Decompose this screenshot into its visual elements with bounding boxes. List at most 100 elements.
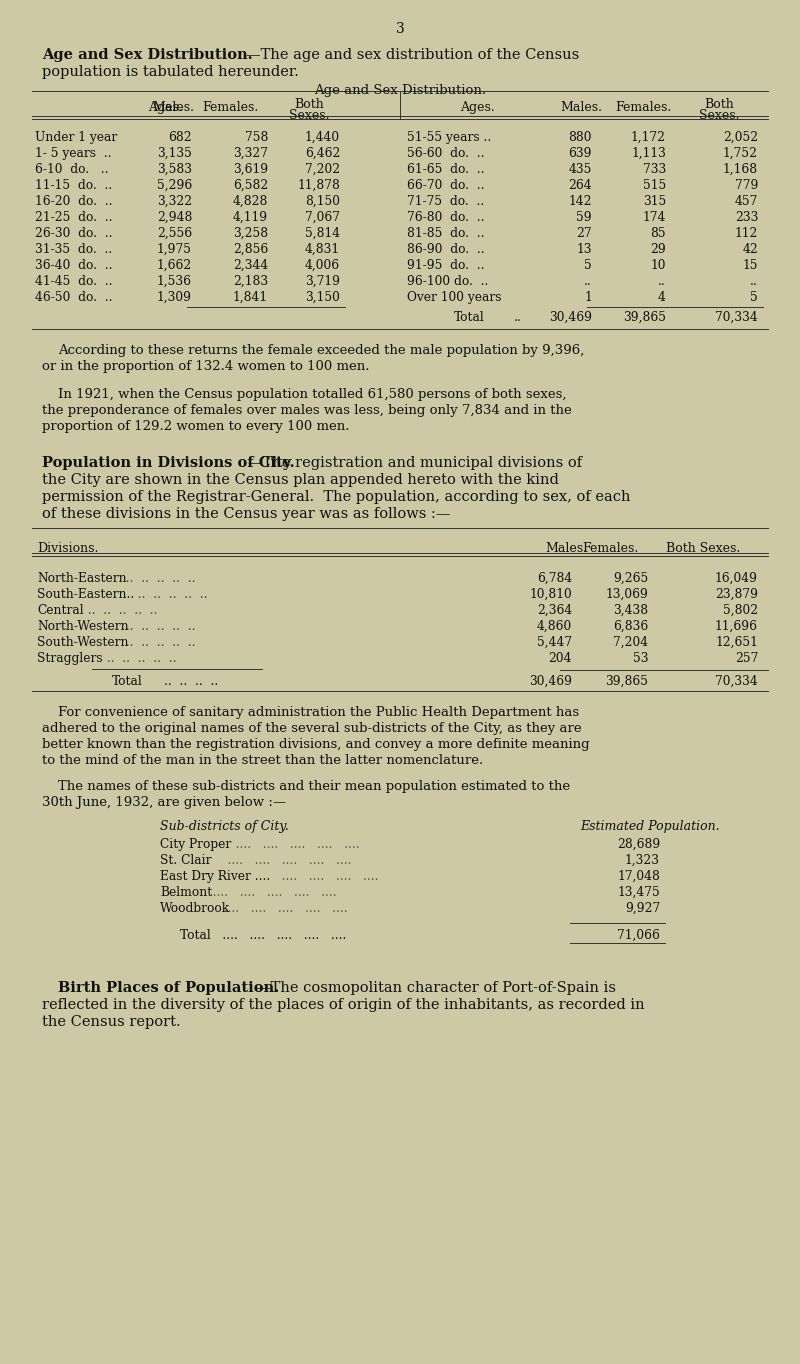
Text: 1,662: 1,662 [157,259,192,271]
Text: Stragglers: Stragglers [37,652,102,666]
Text: 36-40  do.  ..: 36-40 do. .. [35,259,113,271]
Text: the Census report.: the Census report. [42,1015,181,1028]
Text: ..: .. [584,276,592,288]
Text: Both Sexes.: Both Sexes. [666,542,740,555]
Text: 4: 4 [658,291,666,304]
Text: 11,878: 11,878 [297,179,340,192]
Text: City Proper: City Proper [160,837,231,851]
Text: 11-15  do.  ..: 11-15 do. .. [35,179,112,192]
Text: 2,364: 2,364 [537,604,572,617]
Text: 16,049: 16,049 [715,572,758,585]
Text: 3,258: 3,258 [233,226,268,240]
Text: 70,334: 70,334 [715,675,758,687]
Text: For convenience of sanitary administration the Public Health Department has: For convenience of sanitary administrati… [58,707,579,719]
Text: 3,619: 3,619 [233,164,268,176]
Text: 26-30  do.  ..: 26-30 do. .. [35,226,113,240]
Text: 1,975: 1,975 [157,243,192,256]
Text: —The cosmopolitan character of Port-of-Spain is: —The cosmopolitan character of Port-of-S… [256,981,616,994]
Text: 91-95  do.  ..: 91-95 do. .. [407,259,485,271]
Text: Males.: Males. [545,542,587,555]
Text: 9,265: 9,265 [613,572,648,585]
Text: 21-25  do.  ..: 21-25 do. .. [35,211,113,224]
Text: 4,860: 4,860 [537,621,572,633]
Text: Total: Total [112,675,142,687]
Text: Females.: Females. [582,542,638,555]
Text: 435: 435 [569,164,592,176]
Text: Central: Central [37,604,84,617]
Text: ..  ..  ..  ..  ..: .. .. .. .. .. [130,588,207,602]
Text: 7,202: 7,202 [305,164,340,176]
Text: Females.: Females. [615,101,671,115]
Text: 2,052: 2,052 [723,131,758,145]
Text: 5: 5 [584,259,592,271]
Text: 4,006: 4,006 [305,259,340,271]
Text: of these divisions in the Census year was as follows :—: of these divisions in the Census year wa… [42,507,450,521]
Text: ....   ....   ....   ....   ....: .... .... .... .... .... [212,854,352,868]
Text: 2,856: 2,856 [233,243,268,256]
Text: ....   ....   ....   ....   ....: .... .... .... .... .... [212,902,348,915]
Text: Males.: Males. [560,101,602,115]
Text: 515: 515 [642,179,666,192]
Text: 16-20  do.  ..: 16-20 do. .. [35,195,113,207]
Text: 2,183: 2,183 [233,276,268,288]
Text: 5,802: 5,802 [723,604,758,617]
Text: or in the proportion of 132.4 women to 100 men.: or in the proportion of 132.4 women to 1… [42,360,370,372]
Text: Birth Places of Population.: Birth Places of Population. [58,981,279,994]
Text: 30,469: 30,469 [529,675,572,687]
Text: Over 100 years: Over 100 years [407,291,502,304]
Text: ....   ....   ....   ....: .... .... .... .... [270,870,378,883]
Text: 1: 1 [584,291,592,304]
Text: 6-10  do.   ..: 6-10 do. .. [35,164,109,176]
Text: 27: 27 [576,226,592,240]
Text: 639: 639 [569,147,592,160]
Text: 96-100 do.  ..: 96-100 do. .. [407,276,488,288]
Text: 39,865: 39,865 [623,311,666,325]
Text: Woodbrook: Woodbrook [160,902,230,915]
Text: 11,696: 11,696 [715,621,758,633]
Text: ..  ..  ..  ..: .. .. .. .. [164,675,218,687]
Text: 85: 85 [650,226,666,240]
Text: 71,066: 71,066 [617,929,660,943]
Text: 5,814: 5,814 [305,226,340,240]
Text: 31-35  do.  ..: 31-35 do. .. [35,243,112,256]
Text: 2,344: 2,344 [233,259,268,271]
Text: 142: 142 [569,195,592,207]
Text: 76-80  do.  ..: 76-80 do. .. [407,211,485,224]
Text: reflected in the diversity of the places of origin of the inhabitants, as record: reflected in the diversity of the places… [42,998,645,1012]
Text: 29: 29 [650,243,666,256]
Text: 66-70  do.  ..: 66-70 do. .. [407,179,485,192]
Text: North-Eastern: North-Eastern [37,572,126,585]
Text: 264: 264 [568,179,592,192]
Text: 257: 257 [734,652,758,666]
Text: population is tabulated hereunder.: population is tabulated hereunder. [42,65,299,79]
Text: 46-50  do.  ..: 46-50 do. .. [35,291,113,304]
Text: 7,204: 7,204 [613,636,648,649]
Text: 13,475: 13,475 [618,887,660,899]
Text: Ages.: Ages. [148,101,182,115]
Text: Belmont: Belmont [160,887,212,899]
Text: 1- 5 years  ..: 1- 5 years .. [35,147,111,160]
Text: 61-65  do.  ..: 61-65 do. .. [407,164,485,176]
Text: ....   ....   ....   ....   ....: .... .... .... .... .... [224,837,359,851]
Text: South-Eastern..: South-Eastern.. [37,588,134,602]
Text: 4,828: 4,828 [233,195,268,207]
Text: 86-90  do.  ..: 86-90 do. .. [407,243,485,256]
Text: Both: Both [704,98,734,110]
Text: permission of the Registrar-General.  The population, according to sex, of each: permission of the Registrar-General. The… [42,490,630,505]
Text: 10,810: 10,810 [530,588,572,602]
Text: Sexes.: Sexes. [289,109,330,121]
Text: North-Western: North-Western [37,621,129,633]
Text: ..  ..  ..  ..  ..: .. .. .. .. .. [118,621,195,633]
Text: 733: 733 [642,164,666,176]
Text: 2,948: 2,948 [157,211,192,224]
Text: 779: 779 [734,179,758,192]
Text: 6,582: 6,582 [233,179,268,192]
Text: —The registration and municipal divisions of: —The registration and municipal division… [248,456,582,471]
Text: Divisions.: Divisions. [37,542,98,555]
Text: —The age and sex distribution of the Census: —The age and sex distribution of the Cen… [246,48,579,61]
Text: 4,831: 4,831 [305,243,340,256]
Text: 71-75  do.  ..: 71-75 do. .. [407,195,484,207]
Text: 315: 315 [642,195,666,207]
Text: 204: 204 [549,652,572,666]
Text: 13,069: 13,069 [605,588,648,602]
